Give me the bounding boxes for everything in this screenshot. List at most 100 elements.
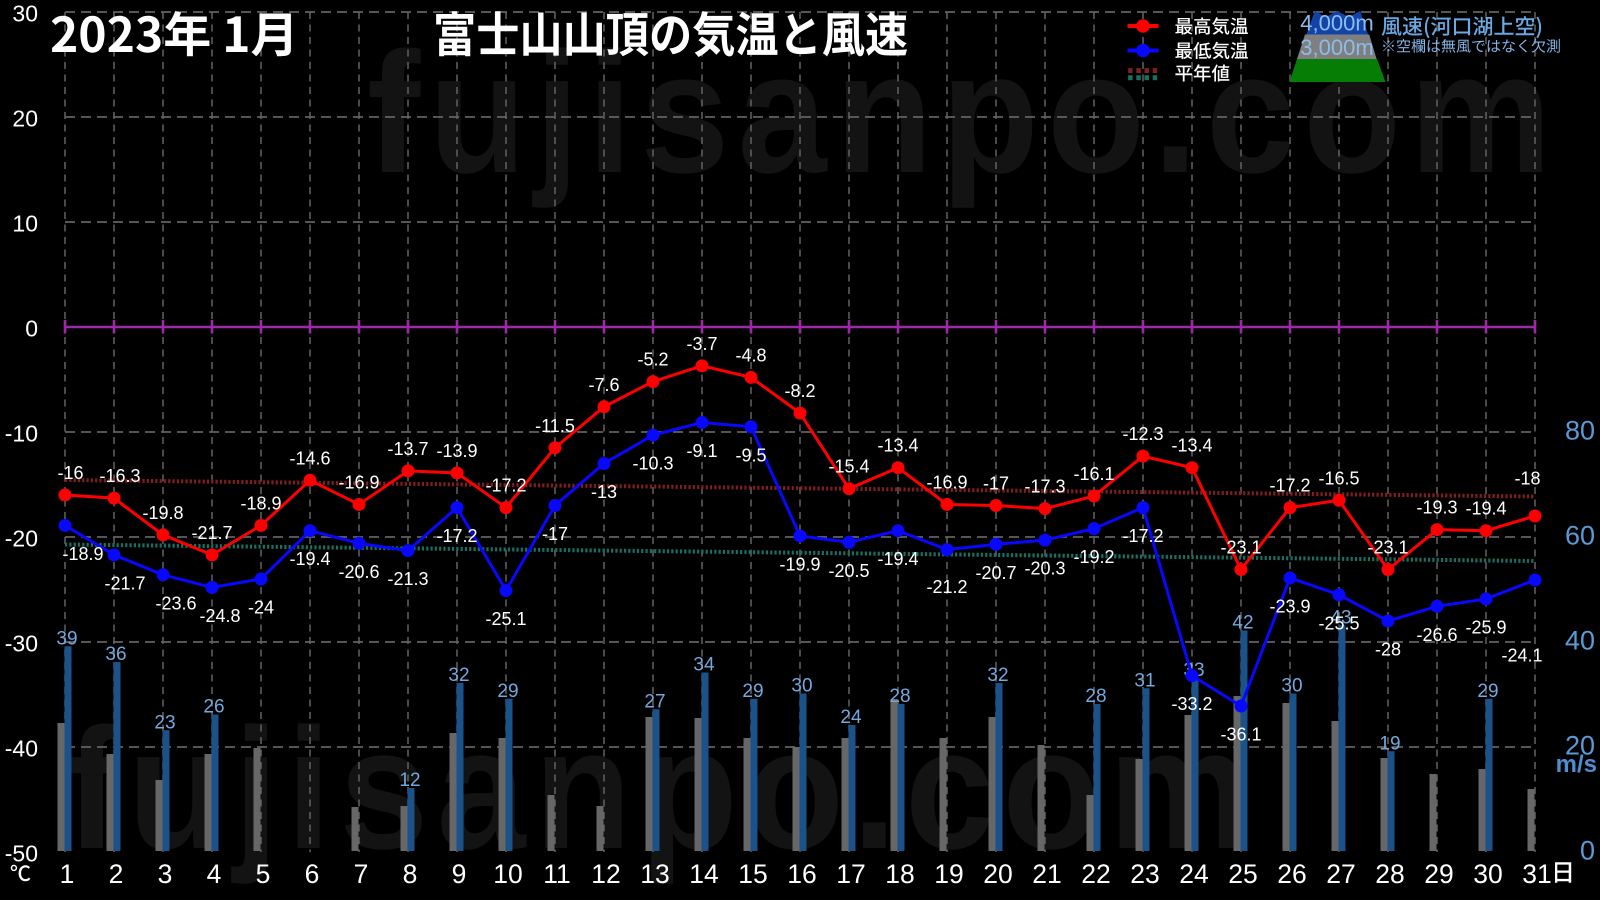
svg-text:-16: -16 (57, 463, 83, 483)
svg-text:20: 20 (12, 106, 38, 132)
svg-text:-11.5: -11.5 (535, 416, 575, 436)
svg-text:-33.2: -33.2 (1171, 694, 1212, 714)
svg-text:-25.9: -25.9 (1465, 617, 1506, 637)
svg-text:-17.2: -17.2 (1122, 526, 1163, 546)
svg-text:-30: -30 (5, 631, 38, 657)
svg-text:30: 30 (12, 1, 38, 27)
svg-text:-23.1: -23.1 (1367, 538, 1408, 558)
svg-text:28: 28 (1085, 686, 1106, 707)
svg-text:-16.3: -16.3 (99, 466, 140, 486)
svg-text:-24.1: -24.1 (1501, 646, 1542, 666)
svg-text:4: 4 (207, 859, 222, 889)
svg-text:-20.6: -20.6 (338, 562, 379, 582)
svg-text:26: 26 (203, 697, 224, 718)
svg-text:-25.5: -25.5 (1318, 613, 1359, 633)
svg-text:16: 16 (787, 859, 816, 889)
svg-text:-9.1: -9.1 (686, 441, 717, 461)
svg-text:39: 39 (56, 628, 77, 649)
svg-text:-9.5: -9.5 (735, 445, 766, 465)
svg-text:2: 2 (109, 859, 124, 889)
svg-text:-16.9: -16.9 (338, 472, 379, 492)
svg-text:-20: -20 (5, 526, 38, 552)
svg-text:-23.1: -23.1 (1220, 538, 1261, 558)
svg-text:10: 10 (12, 211, 38, 237)
svg-text:-12.3: -12.3 (1122, 424, 1163, 444)
svg-text:43: 43 (1330, 607, 1351, 628)
svg-text:5: 5 (256, 859, 271, 889)
svg-text:-17.2: -17.2 (1269, 476, 1310, 496)
svg-text:28: 28 (1375, 859, 1404, 889)
svg-text:9: 9 (452, 859, 467, 889)
svg-text:28: 28 (889, 686, 910, 707)
svg-text:-16.9: -16.9 (926, 472, 967, 492)
svg-text:31: 31 (1134, 670, 1155, 691)
svg-text:-15.4: -15.4 (828, 457, 869, 477)
svg-text:13: 13 (640, 859, 669, 889)
svg-text:12: 12 (399, 770, 420, 791)
svg-text:-4.8: -4.8 (735, 345, 766, 365)
svg-text:17: 17 (836, 859, 865, 889)
svg-text:-23.9: -23.9 (1269, 596, 1310, 616)
svg-text:-13.4: -13.4 (1171, 436, 1212, 456)
svg-text:4,000m: 4,000m (1300, 11, 1373, 36)
svg-text:-10: -10 (5, 421, 38, 447)
svg-text:-26.6: -26.6 (1416, 625, 1457, 645)
svg-text:42: 42 (1232, 613, 1253, 634)
svg-text:-17: -17 (983, 474, 1009, 494)
svg-text:-19.8: -19.8 (142, 503, 183, 523)
svg-text:-19.2: -19.2 (1073, 547, 1114, 567)
svg-text:-5.2: -5.2 (637, 350, 668, 370)
svg-text:-50: -50 (5, 841, 38, 867)
svg-text:14: 14 (689, 859, 718, 889)
svg-text:29: 29 (1424, 859, 1453, 889)
svg-text:-7.6: -7.6 (588, 375, 619, 395)
svg-text:60: 60 (1565, 521, 1595, 551)
svg-text:-19.4: -19.4 (877, 549, 918, 569)
svg-text:21: 21 (1032, 859, 1061, 889)
svg-text:-17: -17 (542, 524, 568, 544)
svg-text:24: 24 (1179, 859, 1208, 889)
svg-text:0: 0 (1580, 836, 1595, 866)
svg-text:-10.3: -10.3 (632, 454, 673, 474)
svg-text:-21.7: -21.7 (191, 523, 232, 543)
svg-text:32: 32 (448, 665, 469, 686)
svg-text:-20.5: -20.5 (828, 561, 869, 581)
svg-text:-19.4: -19.4 (1465, 499, 1506, 519)
svg-text:-23.6: -23.6 (155, 593, 196, 613)
svg-text:30: 30 (1473, 859, 1502, 889)
svg-text:-18: -18 (1514, 469, 1540, 489)
svg-text:-17.2: -17.2 (485, 476, 526, 496)
svg-text:20: 20 (1565, 731, 1595, 761)
svg-text:-21.7: -21.7 (104, 573, 145, 593)
svg-text:10: 10 (493, 859, 522, 889)
svg-text:-13.9: -13.9 (436, 441, 477, 461)
svg-text:31: 31 (1522, 859, 1551, 889)
svg-text:19: 19 (1379, 733, 1400, 754)
svg-text:20: 20 (983, 859, 1012, 889)
svg-text:3: 3 (158, 859, 173, 889)
svg-text:-14.6: -14.6 (289, 448, 330, 468)
svg-text:34: 34 (693, 655, 715, 676)
svg-text:27: 27 (644, 691, 665, 712)
svg-text:26: 26 (1277, 859, 1306, 889)
svg-text:30: 30 (791, 676, 812, 697)
svg-text:27: 27 (1326, 859, 1355, 889)
svg-text:29: 29 (497, 681, 518, 702)
svg-text:-13: -13 (591, 482, 617, 502)
svg-text:fujisanpo.com: fujisanpo.com (367, 18, 1560, 210)
svg-text:-36.1: -36.1 (1220, 725, 1261, 745)
svg-text:0: 0 (25, 316, 38, 342)
svg-text:6: 6 (305, 859, 320, 889)
svg-text:15: 15 (738, 859, 767, 889)
svg-text:32: 32 (987, 665, 1008, 686)
svg-text:-19.4: -19.4 (289, 549, 330, 569)
svg-text:23: 23 (1130, 859, 1159, 889)
svg-text:-24: -24 (248, 598, 274, 618)
svg-text:25: 25 (1228, 859, 1257, 889)
svg-text:11: 11 (543, 859, 571, 889)
svg-text:-19.9: -19.9 (779, 554, 820, 574)
svg-text:-28: -28 (1375, 640, 1401, 660)
svg-text:-18.9: -18.9 (62, 544, 103, 564)
svg-text:29: 29 (1477, 681, 1498, 702)
svg-text:-3.7: -3.7 (686, 334, 717, 354)
